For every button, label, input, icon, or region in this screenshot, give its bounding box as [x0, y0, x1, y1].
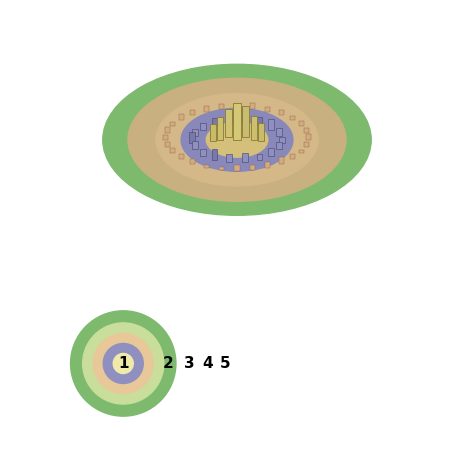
Bar: [306, 134, 311, 140]
Bar: [179, 154, 184, 159]
Bar: [192, 141, 198, 150]
Bar: [276, 142, 282, 150]
Bar: [219, 104, 224, 109]
Bar: [276, 128, 282, 136]
Bar: [279, 110, 284, 115]
Ellipse shape: [128, 78, 346, 201]
Bar: [290, 116, 295, 120]
Circle shape: [93, 334, 153, 393]
Bar: [190, 110, 195, 115]
Bar: [225, 109, 232, 137]
Circle shape: [103, 343, 143, 384]
Bar: [250, 165, 255, 171]
Bar: [304, 142, 309, 147]
Bar: [179, 114, 184, 120]
Ellipse shape: [206, 123, 268, 157]
Bar: [165, 127, 170, 133]
Bar: [203, 106, 209, 111]
Bar: [192, 130, 198, 136]
Ellipse shape: [103, 64, 371, 215]
Bar: [258, 123, 264, 141]
Bar: [219, 167, 224, 171]
Ellipse shape: [156, 94, 318, 186]
Bar: [304, 128, 309, 133]
Bar: [250, 103, 255, 109]
Bar: [256, 154, 262, 160]
Bar: [200, 123, 206, 130]
Bar: [242, 106, 249, 137]
Bar: [170, 148, 175, 153]
Text: 4: 4: [202, 356, 213, 371]
Bar: [170, 122, 175, 126]
Bar: [190, 159, 195, 164]
Bar: [235, 165, 239, 171]
Bar: [290, 153, 295, 159]
Bar: [200, 149, 206, 156]
Bar: [233, 103, 241, 140]
Bar: [212, 150, 218, 160]
Bar: [256, 117, 262, 125]
Bar: [299, 121, 304, 126]
Bar: [268, 119, 274, 130]
Bar: [299, 150, 304, 153]
Circle shape: [82, 323, 164, 404]
Text: 5: 5: [220, 356, 231, 371]
Text: 1: 1: [118, 356, 128, 371]
Bar: [235, 104, 239, 109]
Ellipse shape: [181, 108, 293, 171]
Circle shape: [113, 354, 133, 373]
Bar: [227, 114, 232, 123]
Bar: [203, 164, 209, 168]
Bar: [251, 116, 257, 140]
Bar: [190, 132, 195, 143]
Bar: [242, 116, 247, 123]
Bar: [227, 154, 232, 163]
Bar: [265, 162, 271, 168]
Bar: [212, 118, 218, 125]
Bar: [268, 148, 274, 156]
Text: 2: 2: [163, 356, 174, 371]
Bar: [217, 117, 223, 140]
Circle shape: [71, 311, 176, 416]
Bar: [279, 158, 284, 164]
Bar: [163, 135, 168, 140]
Bar: [165, 142, 170, 147]
Text: 3: 3: [184, 356, 195, 371]
Bar: [210, 124, 216, 141]
Bar: [279, 137, 284, 143]
Bar: [265, 107, 271, 111]
Bar: [242, 153, 247, 163]
